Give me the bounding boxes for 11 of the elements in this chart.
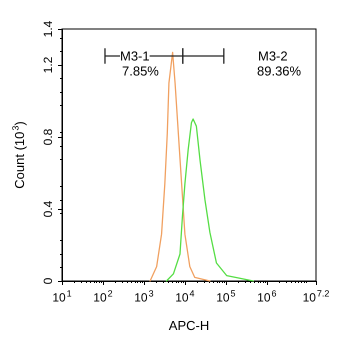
y-tick-label: 1.2 [41, 56, 55, 74]
y-tick-label: 1.4 [41, 20, 55, 38]
y-axis-title: Count (103) [10, 121, 27, 189]
y-tick-label: 0.4 [41, 200, 55, 218]
y-tick-label: 0 [41, 277, 55, 284]
annotation: M3-2 [258, 48, 288, 64]
x-axis-title: APC-H [168, 318, 210, 333]
annotation: M3-1 [120, 48, 150, 64]
y-tick-label: 0.8 [41, 128, 55, 146]
annotation: 7.85% [122, 64, 160, 78]
annotation: 89.36% [257, 64, 302, 78]
